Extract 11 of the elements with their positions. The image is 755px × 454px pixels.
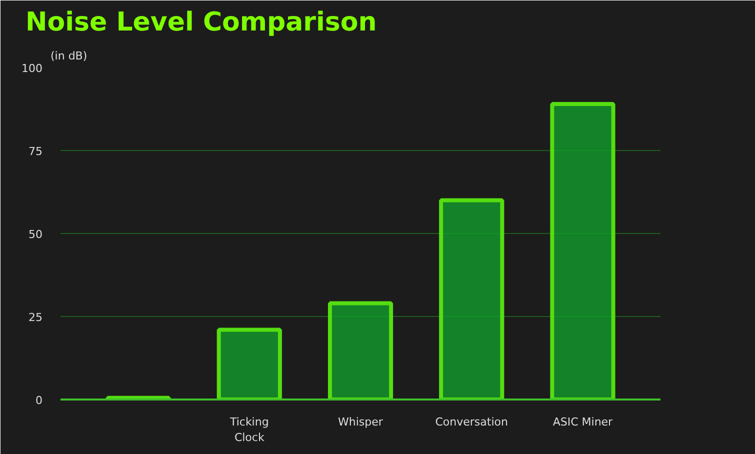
y-axis-title: (in dB) [50,50,88,62]
chart-title: Noise Level Comparison [26,8,377,38]
x-tick-label: Whisper [338,416,384,428]
y-tick-label: 100 [22,62,43,75]
x-tick-label: Conversation [435,416,508,428]
y-tick-label: 50 [28,228,43,241]
y-tick-label: 0 [36,394,42,407]
y-tick-label: 25 [28,311,43,324]
x-tick-label: Ticking Clock [228,416,269,444]
x-tick-label: ASIC Miner [552,416,614,428]
y-tick-label: 75 [28,145,43,158]
